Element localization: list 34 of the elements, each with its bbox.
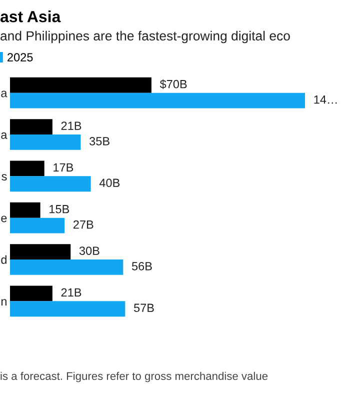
data-label: 35B — [90, 137, 110, 146]
chart-title: ast Asia — [0, 10, 61, 22]
data-label: 27B — [73, 220, 94, 229]
bar — [10, 160, 44, 176]
data-label: 14… — [314, 95, 337, 104]
bar — [10, 77, 152, 93]
bar — [10, 119, 52, 134]
data-label: 40B — [99, 178, 120, 188]
bar — [10, 92, 305, 108]
y-tick-label: e — [1, 216, 7, 222]
data-label: 21B — [61, 122, 82, 130]
data-label: 56B — [132, 262, 152, 270]
chart-subtitle: and Philippines are the fastest-growing digital eco — [0, 30, 290, 44]
data-label: 21B — [61, 288, 82, 297]
data-label: 15B — [50, 205, 70, 214]
data-label: 30B — [79, 246, 100, 255]
y-tick-label: s — [2, 174, 7, 181]
bar — [10, 202, 40, 218]
bar — [10, 218, 65, 234]
bar — [10, 286, 52, 302]
y-tick-label: n — [1, 299, 6, 306]
bar — [10, 244, 71, 260]
data-label: $70B — [160, 79, 187, 89]
legend-label: 2025 — [8, 53, 33, 62]
bar — [10, 134, 81, 150]
text: is a forecast. Figures refer to gross merchandise value — [0, 372, 268, 382]
y-tick-label: a — [1, 90, 8, 98]
data-label: 57B — [134, 304, 154, 312]
bar — [10, 176, 91, 192]
y-tick-label: d — [1, 255, 6, 264]
bar — [10, 260, 124, 275]
bar — [10, 301, 126, 317]
y-tick-label: a — [1, 132, 8, 139]
data-label: 17B — [54, 163, 74, 172]
